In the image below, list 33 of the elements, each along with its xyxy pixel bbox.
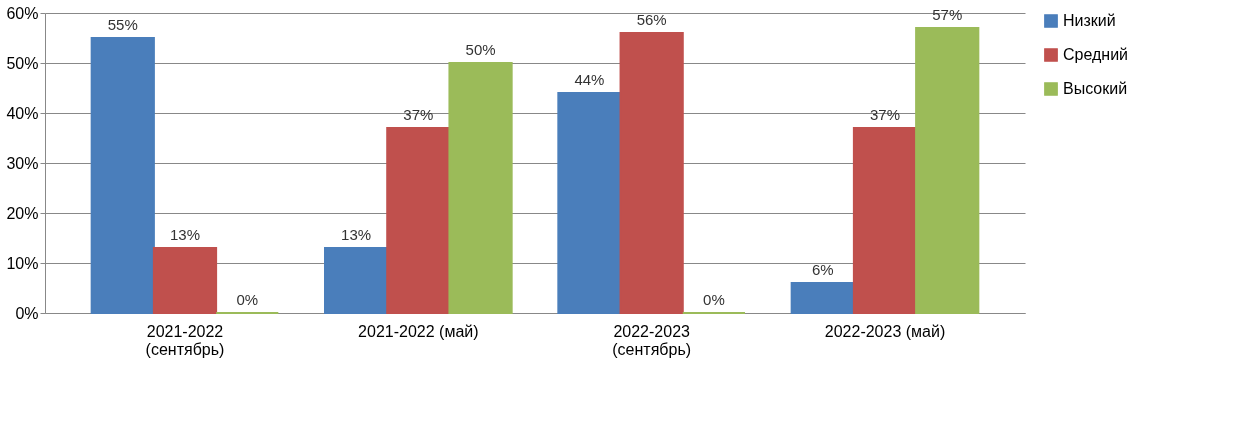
legend-label: Низкий	[1063, 12, 1116, 29]
x-tick-label: 2022-2023 (май)	[824, 322, 946, 340]
y-tick-label: 0%	[15, 304, 39, 322]
bar	[915, 27, 980, 314]
bar	[152, 247, 218, 314]
data-label: 0%	[236, 291, 259, 308]
data-label: 13%	[341, 226, 372, 243]
bar	[386, 127, 451, 314]
bar	[557, 92, 622, 314]
data-label: 44%	[574, 71, 605, 88]
x-tick-label: 2021-2022 (май)	[358, 322, 479, 340]
bar	[790, 282, 855, 314]
data-label: 13%	[169, 226, 201, 243]
y-tick-label: 40%	[6, 104, 39, 122]
data-label: 50%	[465, 41, 496, 58]
data-label: 55%	[107, 16, 138, 33]
legend-label: Высокий	[1063, 80, 1128, 97]
x-tick-label: 2021-2022 (сентябрь)	[145, 322, 225, 358]
bar	[852, 127, 918, 314]
legend-label: Средний	[1063, 46, 1129, 63]
y-tick-label: 60%	[6, 4, 39, 22]
bar	[90, 37, 155, 314]
x-tick-label: 2022-2023 (сентябрь)	[612, 322, 692, 358]
y-tick-label: 50%	[6, 54, 39, 72]
y-tick-label: 30%	[6, 154, 39, 172]
y-tick-label: 10%	[6, 254, 39, 272]
bar	[619, 32, 684, 314]
bar	[448, 62, 513, 314]
data-label: 0%	[703, 291, 725, 308]
bar	[324, 247, 389, 314]
data-label: 6%	[811, 261, 834, 278]
data-label: 56%	[636, 11, 667, 28]
y-tick-label: 20%	[6, 204, 39, 222]
